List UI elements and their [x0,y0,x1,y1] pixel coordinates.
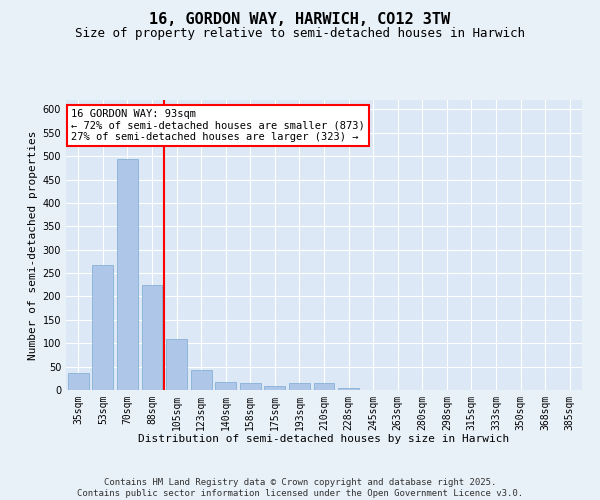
Bar [314,383,334,390]
Text: Size of property relative to semi-detached houses in Harwich: Size of property relative to semi-detach… [75,28,525,40]
Text: 16, GORDON WAY, HARWICH, CO12 3TW: 16, GORDON WAY, HARWICH, CO12 3TW [149,12,451,28]
Bar [68,372,89,390]
Text: 16 GORDON WAY: 93sqm
← 72% of semi-detached houses are smaller (873)
27% of semi: 16 GORDON WAY: 93sqm ← 72% of semi-detac… [71,108,365,142]
Bar [191,370,212,390]
Bar [289,384,310,390]
Bar [265,386,286,390]
Bar [166,338,187,390]
Y-axis label: Number of semi-detached properties: Number of semi-detached properties [28,130,38,360]
Bar [240,383,261,390]
Bar [142,285,163,390]
X-axis label: Distribution of semi-detached houses by size in Harwich: Distribution of semi-detached houses by … [139,434,509,444]
Bar [117,160,138,390]
Bar [338,388,359,390]
Text: Contains HM Land Registry data © Crown copyright and database right 2025.
Contai: Contains HM Land Registry data © Crown c… [77,478,523,498]
Bar [92,264,113,390]
Bar [215,382,236,390]
